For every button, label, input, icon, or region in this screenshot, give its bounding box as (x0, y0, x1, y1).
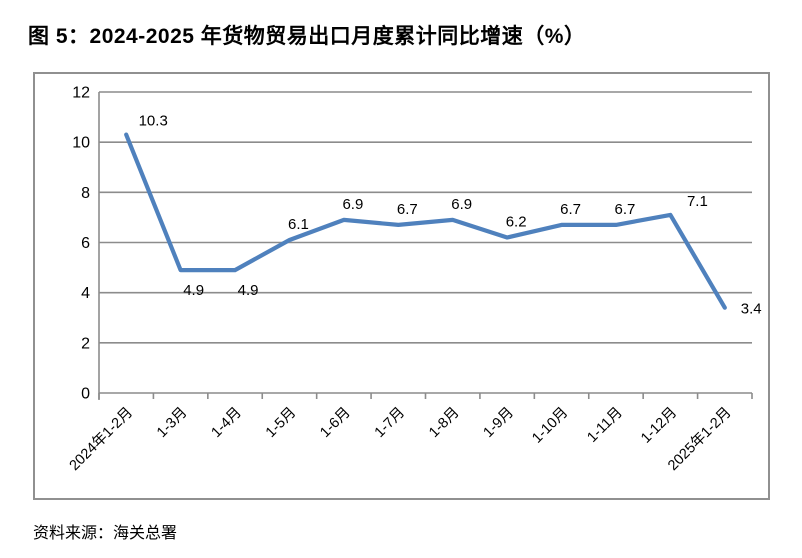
x-axis-label: 1-5月 (263, 405, 299, 441)
data-point-label: 6.9 (451, 196, 472, 213)
x-axis-label: 1-10月 (529, 405, 571, 447)
x-axis-label: 1-6月 (317, 405, 353, 441)
data-point-label: 7.1 (687, 193, 708, 210)
y-axis-label: 6 (81, 235, 90, 252)
data-point-label: 6.2 (506, 213, 527, 230)
y-axis-label: 8 (81, 185, 90, 202)
chart-title: 图 5：2024-2025 年货物贸易出口月度累计同比增速（%） (28, 25, 586, 48)
series-line (124, 132, 727, 310)
x-axis-label: 1-4月 (208, 405, 244, 441)
y-axis-label: 12 (72, 85, 90, 102)
y-axis-label: 10 (72, 135, 90, 152)
x-axis-label: 1-12月 (638, 405, 680, 447)
line-chart-canvas: 0 2 4 6 8 10 12 2024年1-2月 1-3月 1-4月 1-5月 1-6月 1-7月 1-… (66, 85, 762, 474)
y-axis-label: 0 (81, 386, 90, 403)
x-axis-label: 1-8月 (426, 405, 462, 441)
x-axis-label: 1-11月 (584, 405, 625, 446)
data-point-label: 6.7 (397, 201, 418, 218)
data-point-label: 6.7 (560, 201, 581, 218)
data-point-label: 4.9 (183, 282, 204, 299)
data-point-label: 6.1 (288, 216, 309, 233)
data-point-label: 6.7 (615, 201, 636, 218)
y-axis-label: 4 (81, 285, 90, 302)
x-axis-label: 1-9月 (481, 405, 517, 441)
x-axis-label: 1-3月 (154, 405, 190, 441)
data-point-label: 6.9 (342, 196, 363, 213)
data-point-label: 3.4 (741, 301, 762, 318)
data-point-label: 4.9 (238, 282, 259, 299)
source-note: 资料来源：海关总署 (33, 525, 178, 542)
chart-figure-frame: 0 2 4 6 8 10 12 2024年1-2月 1-3月 1-4月 1-5月 1-6月 1-7月 1-… (33, 72, 770, 500)
y-axis-label: 2 (81, 335, 90, 352)
x-axis-label: 2024年1-2月 (66, 404, 136, 474)
data-point-label: 10.3 (139, 113, 168, 130)
x-axis-label: 1-7月 (372, 405, 408, 441)
